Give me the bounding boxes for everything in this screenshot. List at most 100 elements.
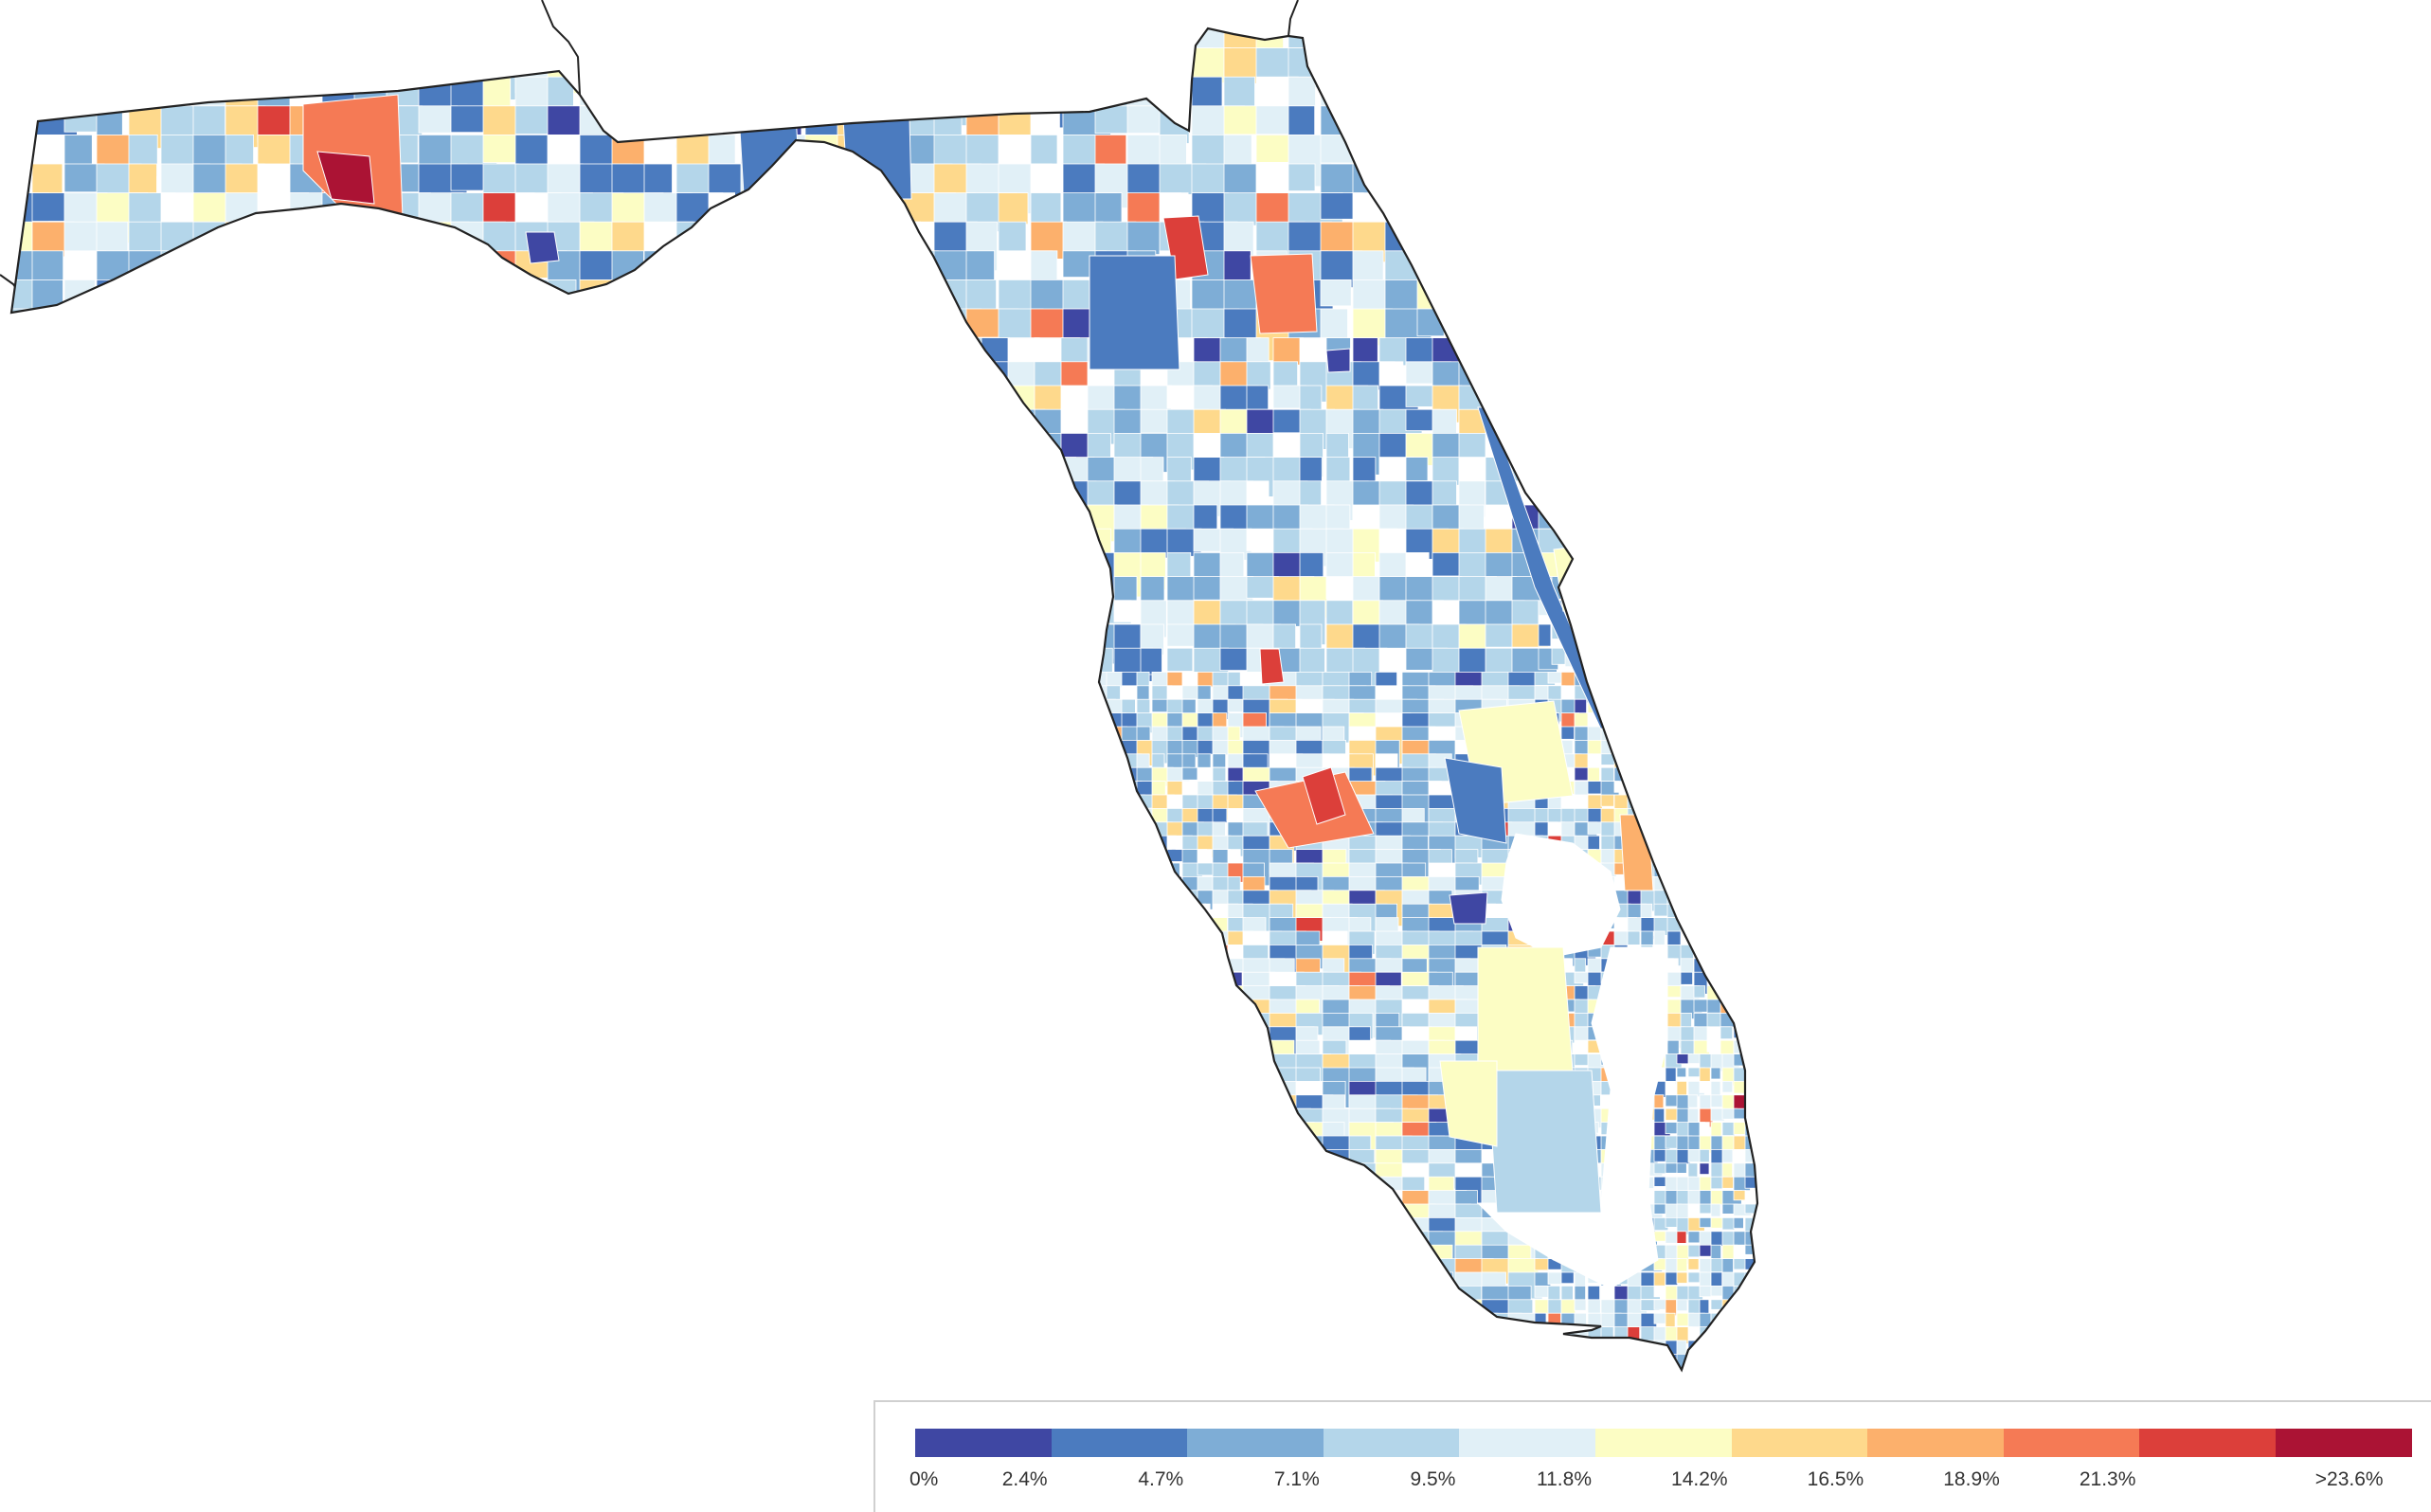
tract-region[interactable]	[1030, 808, 1053, 828]
tract-region[interactable]	[742, 876, 767, 894]
tract-region[interactable]	[530, 432, 559, 472]
tract-region[interactable]	[727, 930, 747, 951]
tract-region[interactable]	[1666, 712, 1683, 729]
tract-region[interactable]	[662, 385, 693, 411]
tract-region[interactable]	[560, 1039, 581, 1063]
tract-region[interactable]	[757, 971, 774, 989]
tract-region[interactable]	[454, 985, 480, 1000]
tract-region[interactable]	[1015, 753, 1033, 769]
tract-region[interactable]	[1449, 19, 1479, 53]
tract-region[interactable]	[1653, 849, 1675, 868]
tract-region[interactable]	[499, 753, 515, 775]
tract-region[interactable]	[272, 698, 289, 723]
tract-region[interactable]	[1030, 903, 1048, 920]
tract-region[interactable]	[499, 1053, 527, 1070]
tract-region[interactable]	[1015, 930, 1031, 955]
tract-region[interactable]	[1644, 504, 1684, 550]
tract-region[interactable]	[79, 576, 103, 620]
tract-region[interactable]	[1772, 48, 1827, 102]
tract-region[interactable]	[1015, 1039, 1031, 1053]
tract-region[interactable]	[605, 1013, 620, 1039]
tract-region[interactable]	[1015, 903, 1038, 924]
tract-region[interactable]	[609, 361, 633, 400]
tract-region[interactable]	[1720, 890, 1744, 908]
tract-region[interactable]	[29, 821, 55, 844]
tract-region[interactable]	[636, 945, 658, 970]
tract-region[interactable]	[90, 672, 104, 686]
tract-region[interactable]	[291, 480, 320, 505]
tract-region[interactable]	[1777, 601, 1795, 612]
tract-region[interactable]	[1075, 890, 1093, 913]
tract-region[interactable]	[503, 432, 549, 476]
tract-region[interactable]	[1720, 726, 1739, 747]
tract-region[interactable]	[317, 849, 343, 870]
tract-region[interactable]	[135, 849, 162, 866]
tract-region[interactable]	[530, 1039, 557, 1063]
tract-region[interactable]	[363, 672, 387, 693]
tract-region[interactable]	[575, 958, 600, 974]
tract-region[interactable]	[1610, 47, 1654, 103]
tract-region[interactable]	[370, 647, 416, 684]
tract-region[interactable]	[14, 1013, 36, 1029]
tract-region[interactable]	[1121, 958, 1144, 977]
tract-region[interactable]	[225, 47, 264, 93]
tract-region[interactable]	[211, 1081, 227, 1101]
tract-region[interactable]	[0, 1081, 25, 1104]
tract-region[interactable]	[1617, 337, 1661, 379]
tract-region[interactable]	[105, 408, 135, 455]
tract-region[interactable]	[621, 740, 646, 753]
tract-region[interactable]	[469, 740, 490, 756]
tract-region[interactable]	[711, 766, 734, 793]
tract-region[interactable]	[560, 971, 585, 986]
tract-region[interactable]	[272, 766, 296, 782]
tract-region[interactable]	[408, 958, 433, 976]
tract-region[interactable]	[160, 19, 205, 70]
tract-region[interactable]	[636, 971, 652, 988]
tract-region[interactable]	[353, 47, 406, 88]
tract-region[interactable]	[454, 808, 468, 828]
tract-region[interactable]	[662, 623, 703, 665]
tract-region[interactable]	[621, 698, 644, 716]
tract-region[interactable]	[969, 808, 993, 830]
tract-region[interactable]	[408, 999, 423, 1020]
tract-region[interactable]	[344, 408, 369, 443]
tract-region[interactable]	[893, 1039, 909, 1063]
tract-region[interactable]	[833, 726, 858, 744]
tract-region[interactable]	[1693, 985, 1706, 999]
tract-region[interactable]	[1538, 623, 1552, 647]
tract-region[interactable]	[45, 712, 71, 727]
tract-region[interactable]	[696, 917, 724, 936]
tract-region[interactable]	[166, 740, 188, 757]
tract-region[interactable]	[1136, 1053, 1155, 1076]
tract-region[interactable]	[802, 1053, 822, 1072]
tract-region[interactable]	[909, 876, 934, 894]
tract-region[interactable]	[954, 930, 969, 950]
tract-region[interactable]	[1706, 19, 1762, 56]
tract-region[interactable]	[742, 985, 762, 1001]
tract-region[interactable]	[1642, 279, 1678, 308]
tract-region[interactable]	[181, 740, 198, 755]
tract-region[interactable]	[1227, 1067, 1243, 1087]
tract-region[interactable]	[1670, 457, 1695, 497]
tract-region[interactable]	[833, 740, 855, 765]
tract-region[interactable]	[965, 250, 996, 284]
tract-region[interactable]	[999, 835, 1015, 853]
tract-region[interactable]	[60, 971, 85, 991]
tract-region[interactable]	[423, 685, 442, 705]
tract-region[interactable]	[1653, 753, 1678, 766]
tract-region[interactable]	[924, 740, 941, 757]
tract-region[interactable]	[317, 890, 337, 908]
tract-region[interactable]	[1090, 821, 1117, 838]
tract-region[interactable]	[499, 917, 522, 938]
tract-region[interactable]	[344, 528, 376, 573]
tract-region[interactable]	[135, 999, 159, 1017]
tract-region[interactable]	[530, 985, 551, 1003]
tract-region[interactable]	[1136, 958, 1161, 973]
tract-region[interactable]	[1723, 552, 1769, 588]
tract-region[interactable]	[1733, 740, 1753, 762]
tract-region[interactable]	[590, 971, 604, 992]
tract-region[interactable]	[954, 552, 984, 584]
tract-region[interactable]	[1706, 876, 1729, 896]
tract-region[interactable]	[878, 971, 904, 996]
tract-region[interactable]	[105, 672, 127, 694]
